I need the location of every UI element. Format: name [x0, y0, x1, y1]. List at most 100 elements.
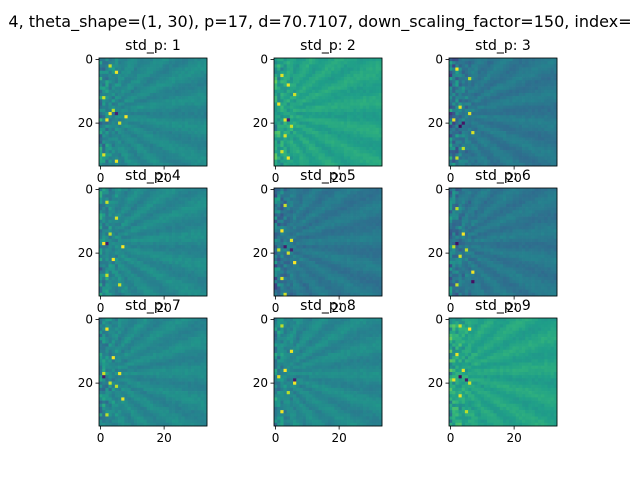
heatmap-cell [121, 124, 125, 129]
heatmap-cell [175, 92, 179, 97]
heatmap-cell [187, 213, 192, 217]
heatmap-cell [449, 83, 453, 87]
heatmap-cell [178, 80, 182, 84]
heatmap-cell [337, 191, 342, 195]
heatmap-cell [153, 64, 157, 68]
heatmap-cell [350, 108, 354, 113]
heatmap-cell [99, 83, 103, 87]
heatmap-cell [187, 153, 192, 157]
heatmap-cell [156, 159, 160, 164]
heatmap-cell [315, 89, 319, 94]
heatmap-cell [121, 283, 125, 287]
heatmap-cell [509, 150, 513, 154]
heatmap-cell [149, 197, 154, 202]
heatmap-cell [308, 89, 313, 94]
heatmap-cell [343, 131, 348, 135]
heatmap-cell [353, 70, 357, 75]
heatmap-cell [111, 131, 116, 135]
heatmap-cell [480, 131, 485, 135]
heatmap-cell [146, 289, 151, 294]
heatmap-cell [114, 191, 119, 195]
heatmap-cell [286, 86, 291, 91]
heatmap-cell [531, 108, 536, 113]
heatmap-cell [490, 156, 494, 160]
heatmap-cell [337, 140, 342, 145]
heatmap-cell [547, 99, 551, 103]
heatmap-cell [378, 92, 383, 97]
heatmap-cell [518, 99, 523, 103]
heatmap-cell [331, 156, 335, 160]
heatmap-cell [191, 280, 195, 284]
heatmap-cell [178, 92, 182, 97]
heatmap-cell [305, 105, 310, 110]
heatmap-cell [490, 96, 494, 100]
heatmap-cell [455, 61, 459, 65]
heatmap-cell [518, 83, 523, 87]
heatmap-cell [366, 70, 370, 75]
heatmap-cell [496, 105, 501, 110]
heatmap-cell [547, 156, 551, 160]
heatmap-cell [280, 146, 284, 151]
heatmap-cell [375, 134, 380, 138]
heatmap-cell [506, 102, 510, 106]
heatmap-cell [353, 99, 357, 103]
heatmap-cell [108, 191, 113, 195]
heatmap-cell [312, 127, 316, 132]
heatmap-cell [302, 108, 307, 113]
heatmap-cell [512, 112, 517, 116]
heatmap-cell [194, 229, 198, 233]
heatmap-cell [531, 77, 536, 81]
heatmap-cell [553, 67, 558, 72]
heatmap-cell [471, 89, 475, 94]
heatmap-cell [184, 124, 189, 129]
heatmap-cell [130, 131, 135, 135]
heatmap-cell [191, 203, 195, 208]
heatmap-cell [280, 150, 284, 154]
heatmap-cell [194, 83, 198, 87]
heatmap-cell [375, 77, 380, 81]
heatmap-cell [541, 80, 545, 84]
heatmap-cell [184, 143, 189, 148]
heatmap-cell [159, 292, 163, 297]
heatmap-cell [449, 118, 453, 122]
heatmap-cell [105, 159, 109, 164]
heatmap-cell [359, 194, 364, 198]
heatmap-cell [133, 115, 138, 119]
heatmap-cell [471, 127, 475, 132]
heatmap-cell [280, 64, 284, 68]
heatmap-cell [308, 216, 313, 221]
heatmap-cell [315, 102, 319, 106]
heatmap-cell [343, 188, 348, 192]
heatmap-cell [283, 105, 288, 110]
heatmap-cell [191, 153, 195, 157]
heatmap-cell [321, 92, 326, 97]
heatmap-cell [350, 58, 354, 62]
heatmap-cell [375, 143, 380, 148]
heatmap-cell [531, 121, 536, 126]
heatmap-cell [537, 99, 542, 103]
heatmap-cell [452, 124, 456, 129]
heatmap-cell [124, 273, 128, 278]
heatmap-cell [121, 70, 125, 75]
heatmap-cell [541, 73, 545, 78]
heatmap-cell [127, 73, 132, 78]
heatmap-cell [449, 80, 453, 84]
heatmap-cell [512, 102, 517, 106]
heatmap-cell [490, 92, 494, 97]
heatmap-cell [340, 96, 345, 100]
heatmap-cell [111, 70, 116, 75]
heatmap-cell [372, 73, 376, 78]
heatmap-cell [178, 261, 182, 265]
heatmap-cell [499, 61, 504, 65]
heatmap-cell [130, 197, 135, 202]
heatmap-cell [334, 131, 338, 135]
heatmap-cell [172, 207, 176, 211]
heatmap-cell [353, 61, 357, 65]
heatmap-cell [553, 92, 558, 97]
heatmap-cell [187, 248, 192, 252]
heatmap-cell [518, 105, 523, 110]
heatmap-cell [474, 143, 478, 148]
heatmap-cell [496, 115, 501, 119]
heatmap-cell [458, 73, 463, 78]
heatmap-cell [293, 124, 297, 129]
